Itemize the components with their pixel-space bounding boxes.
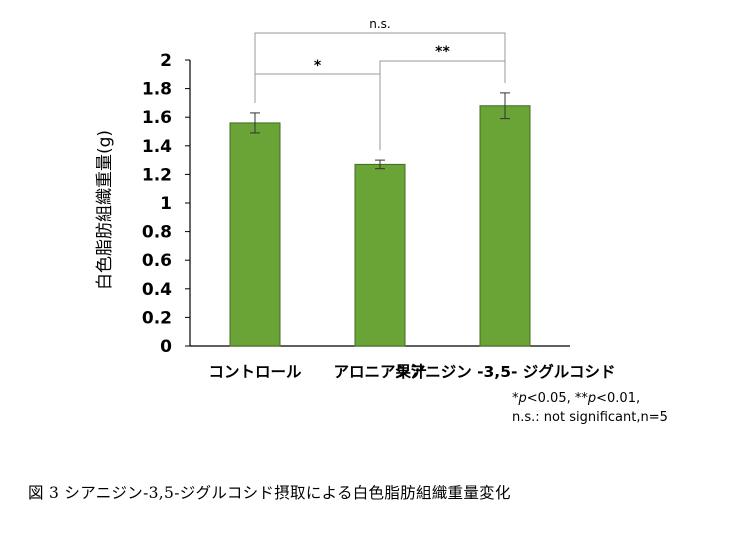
significance-label: * bbox=[314, 58, 322, 74]
significance-label: ** bbox=[435, 44, 450, 60]
y-tick-label: 1.2 bbox=[142, 165, 172, 185]
bar bbox=[354, 163, 406, 347]
bar bbox=[479, 105, 531, 347]
y-axis: 0 0.2 0.4 0.6 0.8 1 1.2 1.4 1.6 1.8 2 bbox=[142, 51, 570, 357]
x-tick-label: コントロール bbox=[208, 363, 302, 381]
y-tick-label: 0 bbox=[160, 337, 172, 357]
significance-note-line2: n.s.: not significant,n=5 bbox=[512, 410, 668, 425]
x-tick-label: シアニジン -3,5- ジグルコシド bbox=[395, 362, 616, 381]
y-tick-label: 1.8 bbox=[142, 80, 172, 100]
significance-label: n.s. bbox=[369, 17, 391, 31]
note-value-2: <0.01, bbox=[596, 391, 641, 406]
x-tick-label: アロニア果汁 bbox=[333, 362, 427, 381]
y-tick-label: 0.2 bbox=[142, 308, 172, 328]
y-axis-label: 白色脂肪組織重量(g) bbox=[95, 130, 115, 290]
y-tick-label: 0.8 bbox=[142, 223, 172, 243]
bars bbox=[229, 92, 531, 347]
bar bbox=[229, 122, 281, 347]
note-star-2: ** bbox=[574, 391, 588, 406]
note-p-1: p bbox=[518, 391, 527, 406]
figure-caption: 図 3 シアニジン-3,5-ジグルコシド摂取による白色脂肪組織重量変化 bbox=[28, 484, 511, 502]
y-tick-label: 1 bbox=[160, 194, 172, 214]
significance-brackets: ***n.s. bbox=[254, 17, 506, 151]
y-tick-label: 2 bbox=[160, 51, 172, 71]
note-star-1: * bbox=[512, 391, 519, 406]
significance-note-line1: *p<0.05, **p<0.01, bbox=[512, 390, 640, 408]
note-p-2: p bbox=[587, 391, 597, 406]
y-tick-label: 1.6 bbox=[142, 108, 172, 128]
significance-bracket bbox=[254, 32, 506, 103]
note-value-1: <0.05, bbox=[526, 391, 575, 406]
y-tick-label: 1.4 bbox=[142, 137, 172, 157]
y-tick-label: 0.4 bbox=[142, 280, 172, 300]
y-tick-label: 0.6 bbox=[142, 251, 172, 271]
